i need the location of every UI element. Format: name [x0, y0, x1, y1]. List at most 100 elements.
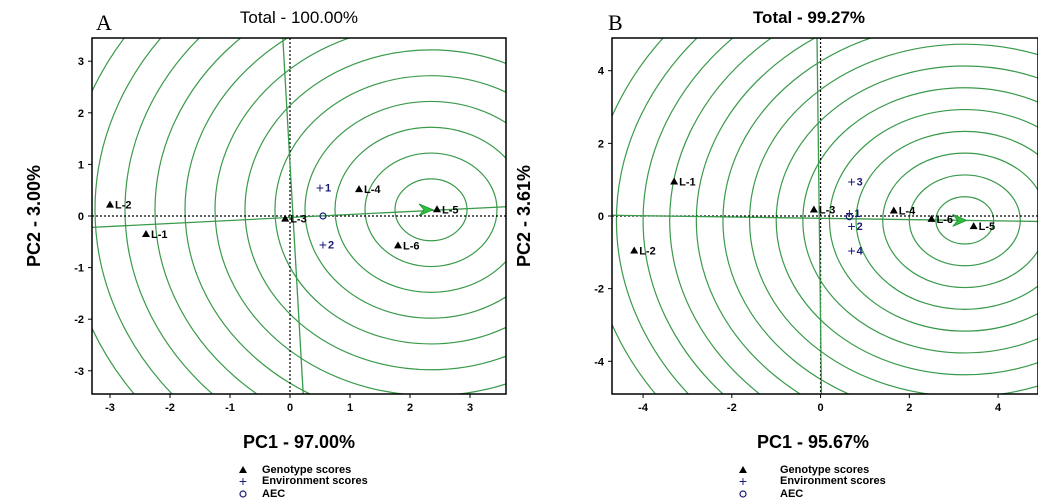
panel-b-genotype-marker-5 — [927, 214, 936, 222]
panel-a-xtick-label-0: -3 — [105, 402, 115, 414]
legend-b-environment-marker: + — [739, 473, 747, 489]
panel-a-concentric-circles — [92, 38, 506, 394]
panel-a-genotype-label-4: L-5 — [442, 204, 459, 216]
legend-a-genotype-marker — [239, 466, 247, 473]
panel-b-points: L-1L-2L-3 L-4L-5L-6+ 1+ 2+ 3+ 4 — [630, 173, 996, 259]
panel-b-circle-8 — [749, 43, 1038, 394]
panel-b-xtick-label-1: -2 — [727, 402, 737, 414]
panel-a-circle-9 — [154, 38, 259, 394]
panel-a-circle-4 — [304, 100, 506, 319]
panel-a-circle-10 — [124, 38, 214, 394]
panel-a-circle-5 — [274, 75, 506, 345]
panel-a-ytick-label-6: 3 — [78, 56, 84, 68]
panel-b-xtick-label-4: 4 — [995, 402, 1002, 414]
panel-b-environment-label-1: 2 — [857, 221, 863, 233]
panel-a-ytick-label-1: -2 — [74, 314, 84, 326]
panel-a-xtick-label-3: 0 — [287, 402, 293, 414]
panel-b-genotype-marker-4 — [969, 222, 978, 230]
panel-a-xtick-label-2: -1 — [225, 402, 235, 414]
panel-b-genotype-label-1: L-2 — [639, 246, 656, 258]
panel-b-circle-7 — [775, 65, 1038, 376]
panel-a-genotype-marker-1 — [106, 200, 114, 208]
panel-a-xtick-label-4: 1 — [347, 402, 353, 414]
panel-b-aec-ordinate — [816, 38, 823, 394]
panel-b: B Total - 99.27% -4 -2 0 2 4 -4 -2 0 2 4 L-1 L-2 L-… — [514, 8, 1038, 500]
panel-b-aec-marker — [845, 213, 854, 221]
panel-a-letter: A — [96, 10, 112, 35]
panel-b-genotype-label-3: L-4 — [899, 206, 916, 218]
panel-a-xlabel: PC1 - 97.00% — [243, 432, 355, 452]
panel-a-legend: Genotype scores + Environment scores AEC — [239, 464, 368, 500]
panel-b-genotype-marker-3 — [889, 206, 898, 214]
panel-a-genotype-marker-2 — [281, 214, 290, 222]
panel-a-ytick-label-4: 1 — [78, 159, 84, 171]
panel-a-circle-8 — [184, 38, 312, 394]
panel-b-genotype-marker-1 — [630, 246, 639, 254]
panel-b-environment-marker-0: + — [845, 205, 853, 221]
panel-a-genotype-label-0: L-1 — [151, 229, 168, 241]
panel-a-ideal-arrow — [418, 203, 435, 217]
legend-a-aec-label: AEC — [262, 488, 285, 500]
panel-b-legend: Genotype scores + Environment scores AEC — [739, 464, 886, 500]
panel-a-ytick-label-0: -3 — [74, 366, 84, 378]
panel-b-ticks: -4 -2 0 2 4 -4 -2 0 2 4 — [594, 66, 1002, 414]
panel-b-xlabel: PC1 - 95.67% — [757, 432, 869, 452]
panel-b-ideal-arrow — [952, 213, 968, 227]
legend-a-aec-marker — [239, 490, 247, 498]
panel-a-points: L-1L-2L-3L-4L-5L-6+ 1+ 2 — [106, 180, 459, 252]
panel-b-genotype-label-5: L-6 — [937, 214, 954, 226]
panel-a-genotype-label-5: L-6 — [403, 240, 420, 252]
panel-a-genotype-marker-4 — [433, 205, 441, 213]
panel-a: A Total - 100.00% -3 -2 -1 0 1 2 3 -3 -2 -1 0 1 2 3 L… — [24, 8, 507, 500]
panel-b-environment-marker-2: + — [848, 173, 856, 189]
panel-a-ticks: -3 -2 -1 0 1 2 3 -3 -2 -1 0 1 2 3 — [74, 56, 473, 414]
panel-b-circle-13 — [615, 38, 698, 394]
panel-b-circle-3 — [882, 152, 1038, 289]
panel-a-ylabel: PC2 - 3.00% — [24, 165, 44, 267]
panel-a-environment-label-1: 2 — [328, 239, 334, 251]
panel-b-genotype-marker-0 — [670, 177, 679, 185]
panel-b-ytick-label-0: -4 — [594, 356, 605, 368]
legend-b-genotype-label: Genotype scores — [780, 464, 869, 476]
legend-a-environment-marker: + — [239, 473, 247, 489]
panel-b-ytick-label-4: 4 — [598, 66, 605, 78]
panel-a-ytick-label-3: 0 — [78, 211, 84, 223]
panel-b-circle-6 — [802, 87, 1038, 354]
panel-b-genotype-label-0: L-1 — [679, 176, 696, 188]
panel-a-xtick-label-6: 3 — [467, 402, 473, 414]
panel-a-circle-6 — [244, 49, 506, 371]
panel-b-circle-2 — [908, 174, 1021, 267]
panel-b-circle-14 — [612, 38, 665, 394]
panel-b-xtick-label-3: 2 — [906, 402, 912, 414]
panel-a-aec-ordinate — [282, 38, 304, 394]
panel-a-ytick-label-2: -1 — [74, 263, 84, 275]
panel-a-environment-marker-1: + — [319, 236, 327, 252]
panel-a-genotype-marker-3 — [355, 185, 363, 193]
panel-a-xtick-label-5: 2 — [407, 402, 413, 414]
panel-b-ytick-label-3: 2 — [598, 138, 604, 150]
panel-b-environment-marker-1: + — [848, 218, 856, 234]
panel-a-circle-11 — [94, 38, 174, 394]
panel-a-environment-marker-0: + — [316, 180, 324, 196]
panel-a-aec-marker — [319, 212, 327, 220]
panel-a-ytick-label-5: 2 — [78, 108, 84, 120]
panel-a-circle-3 — [334, 126, 506, 293]
panel-b-genotype-label-4: L-5 — [979, 221, 996, 233]
panel-b-environment-marker-3: + — [848, 243, 856, 259]
panel-b-concentric-circles — [612, 38, 1038, 394]
panel-a-circle-1 — [394, 178, 468, 242]
panel-a-genotype-label-1: L-2 — [115, 200, 132, 212]
panel-b-title: Total - 99.27% — [753, 8, 865, 27]
panel-b-environment-label-2: 3 — [857, 176, 863, 188]
panel-b-environment-label-3: 4 — [857, 246, 864, 258]
panel-b-circle-12 — [642, 38, 734, 394]
legend-b-aec-marker — [739, 490, 747, 498]
panel-a-title: Total - 100.00% — [240, 8, 358, 27]
panel-b-circle-5 — [828, 108, 1038, 332]
panel-a-circle-7 — [214, 38, 506, 394]
legend-b-aec-label: AEC — [780, 488, 803, 500]
panel-b-genotype-marker-2 — [809, 205, 818, 213]
panel-b-xtick-label-2: 0 — [818, 402, 824, 414]
panel-a-genotype-label-3: L-4 — [364, 184, 381, 196]
